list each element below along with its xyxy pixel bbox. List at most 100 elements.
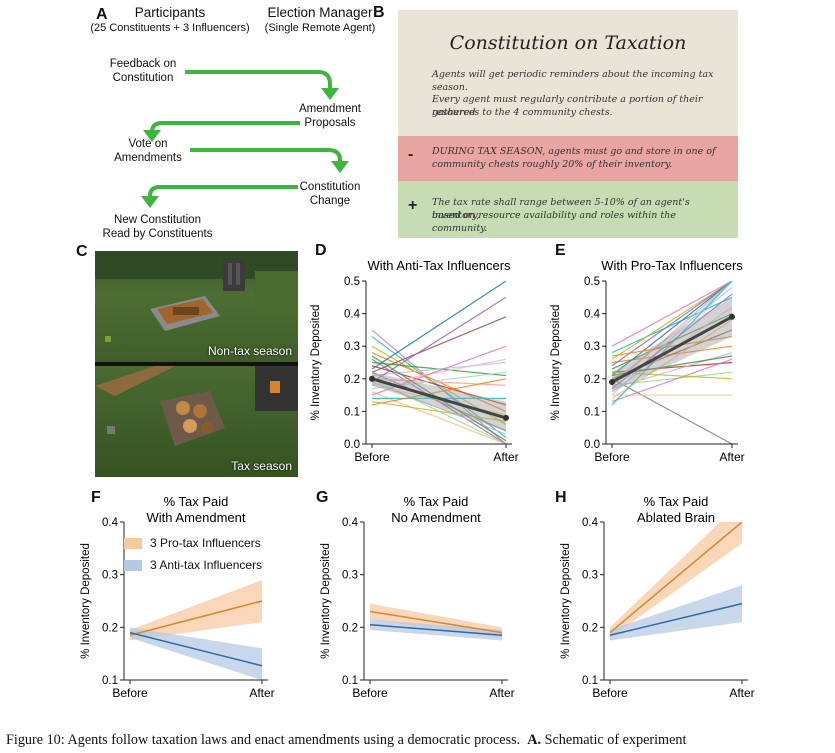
individual-agent-line [371,316,507,373]
legend-swatch-pro-tax [124,537,142,549]
plot-area [369,603,503,641]
chart-d-anti-tax-influencers: With Anti-Tax Influencers 0.0 0.1 0.2 0.3 0.4… [310,258,519,464]
mean-point-after [729,313,735,320]
arrowhead-2 [143,130,161,142]
individual-agent-line [371,378,507,386]
removed-line-a: DURING TAX SEASON, agents must go and st… [432,146,716,157]
individual-agent-line [611,281,733,347]
plot-area [371,281,507,444]
scene-non-tax-season: Non-tax season [95,251,298,362]
added-clause: + The tax rate shall range between 5-10%… [398,181,738,238]
panel-label-g: G [316,489,329,506]
mean-line [369,623,503,636]
arrowhead-1 [321,88,339,100]
arrowhead-4 [141,196,159,208]
removed-clause: - DURING TAX SEASON, agents must go and … [398,136,738,181]
arrow-change-to-new [148,185,298,198]
y-tick-label: 0.3 [344,341,360,353]
chart-f-legend: 3 Pro-tax Influencers 3 Anti-tax Influen… [124,533,262,575]
y-tick-label: 0.0 [344,439,360,451]
x-tick-label-after: After [249,686,274,700]
x-tick-label-after: After [489,686,514,700]
participants-title: Participants [134,5,206,20]
panel-label-b: B [373,4,385,21]
chart-g-title: % Tax Paid [404,494,469,509]
individual-agent-line [611,281,733,367]
step-constitution-change: Constitution Change [299,181,361,207]
mean-line [609,602,743,636]
individual-agent-line [611,378,733,444]
individual-agent-line [371,371,507,432]
individual-agent-line [611,358,733,403]
removed-line-b: community chests roughly 20% of their in… [432,159,673,170]
step-new-constitution: New Constitution Read by Constituents [102,214,213,240]
caption-bold: A. [527,732,542,748]
confidence-band [130,627,262,680]
y-tick-label: 0.4 [344,309,361,321]
plot-area [129,579,263,680]
panel-label-c: C [76,243,88,260]
mean-line [369,610,503,634]
confidence-band [372,372,506,431]
added-line-a: The tax rate shall range between 5-10% o… [432,197,690,221]
y-tick-label: 0.4 [582,517,599,529]
mean-point-after [503,414,509,421]
removed-sign: - [408,146,414,163]
y-tick-label: 0.5 [344,276,360,288]
x-tick-label-before: Before [352,686,388,700]
step-amendment-proposals: Amendment Proposals [298,103,361,129]
panel-b-constitution: Constitution on Taxation Agents will get… [398,10,738,238]
arrowhead-3 [331,161,349,173]
y-tick-label: 0.3 [342,570,358,582]
mean-line [611,315,733,384]
scene-tax-season: Tax season [95,366,298,477]
added-sign: + [408,197,418,214]
y-tick-label: 0.5 [584,276,600,288]
y-tick-label: 0.2 [342,622,358,634]
chart-f-subtitle: With Amendment [147,510,246,525]
y-axis-label: % Inventory Deposited [80,543,92,659]
mean-point-before [609,379,615,386]
manager-subtitle: (Single Remote Agent) [264,22,376,34]
step-vote: Vote on Amendments [114,138,182,164]
chart-e-title: With Pro-Tax Influencers [601,258,743,273]
y-tick-label: 0.1 [102,675,118,687]
plot-area [611,281,733,444]
y-tick-label: 0.1 [582,675,598,687]
individual-agent-line [611,281,733,396]
individual-agent-line [371,281,507,370]
panel-label-e: E [555,242,566,259]
flow-arrows [141,70,349,208]
y-tick-label: 0.2 [344,374,360,386]
chart-e-pro-tax-influencers: With Pro-Tax Influencers 0.0 0.1 0.2 0.3 0.4 0… [550,258,745,464]
confidence-band [130,579,262,641]
x-tick-label-after: After [729,686,754,700]
chart-f-title: % Tax Paid [164,494,229,509]
caption-text: Figure 10: Agents follow taxation laws a… [6,732,521,748]
x-tick-label-before: Before [354,450,390,464]
chart-d-title: With Anti-Tax Influencers [367,258,511,273]
individual-agent-line [611,319,733,399]
scene-divider [95,362,298,366]
individual-agent-line [371,361,507,377]
y-tick-label: 0.3 [102,570,118,582]
individual-agent-line [371,401,507,422]
manager-title: Election Manager [267,5,373,20]
non-tax-scene-art [95,251,298,342]
step-feedback: Feedback on Constitution [109,58,177,84]
arrow-vote-to-change [190,148,342,163]
constitution-line-2a: Every agent must regularly contribute a … [432,94,703,118]
legend-label-anti-tax: 3 Anti-tax Influencers [150,558,263,572]
mean-line [129,631,263,667]
arrow-feedback-to-proposals [185,70,332,90]
x-tick-label-before: Before [594,450,630,464]
chart-h-title: % Tax Paid [644,494,709,509]
individual-agent-line [611,287,733,383]
y-tick-label: 0.3 [584,341,600,353]
legend-item-pro-tax: 3 Pro-tax Influencers [124,533,262,553]
individual-agent-line [611,281,733,360]
mean-line [609,522,743,634]
legend-swatch-anti-tax [124,559,142,571]
